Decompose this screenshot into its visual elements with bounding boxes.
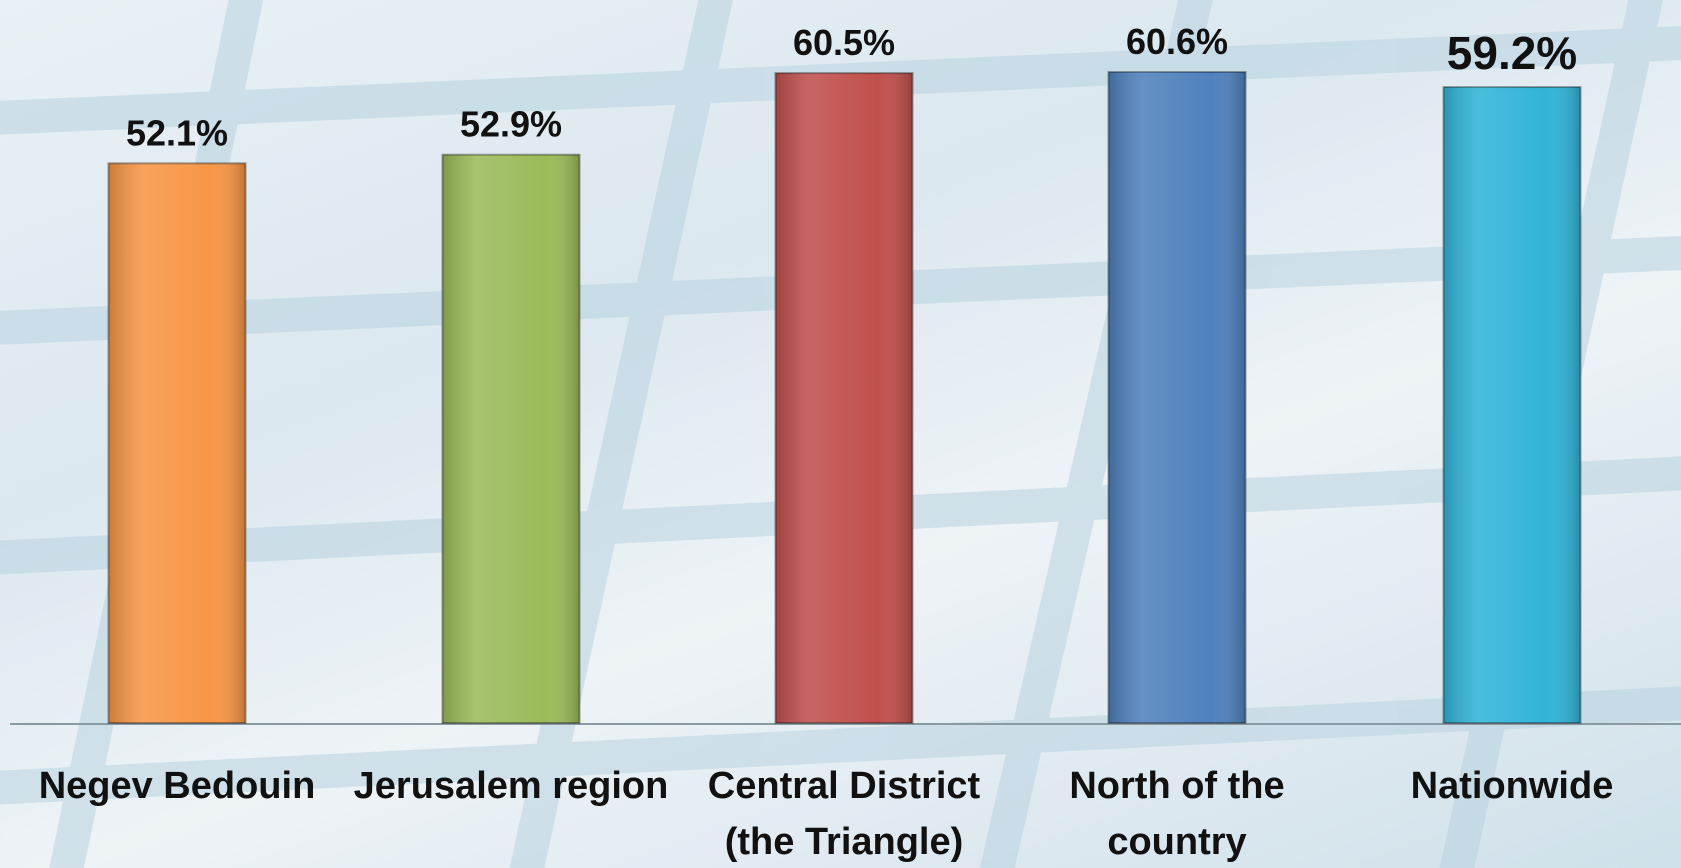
x-tick-label: Central District (the Triangle) xyxy=(707,765,981,863)
bar-shine xyxy=(1108,72,1246,723)
bar-shine xyxy=(775,73,913,723)
value-label: 60.6% xyxy=(1126,21,1228,62)
x-tick-label: Jerusalem region xyxy=(353,765,669,807)
x-tick-label: Nationwide xyxy=(1410,765,1614,807)
bar-shine xyxy=(442,154,580,723)
bar-shine xyxy=(1443,87,1581,723)
value-label: 52.9% xyxy=(460,104,562,145)
x-tick-label: Negev Bedouin xyxy=(38,765,316,807)
value-label: 59.2% xyxy=(1447,27,1577,79)
value-label: 60.5% xyxy=(793,22,895,63)
value-label: 52.1% xyxy=(126,112,228,153)
x-tick-label: North of the country xyxy=(1069,765,1285,863)
bar-shine xyxy=(108,163,246,723)
